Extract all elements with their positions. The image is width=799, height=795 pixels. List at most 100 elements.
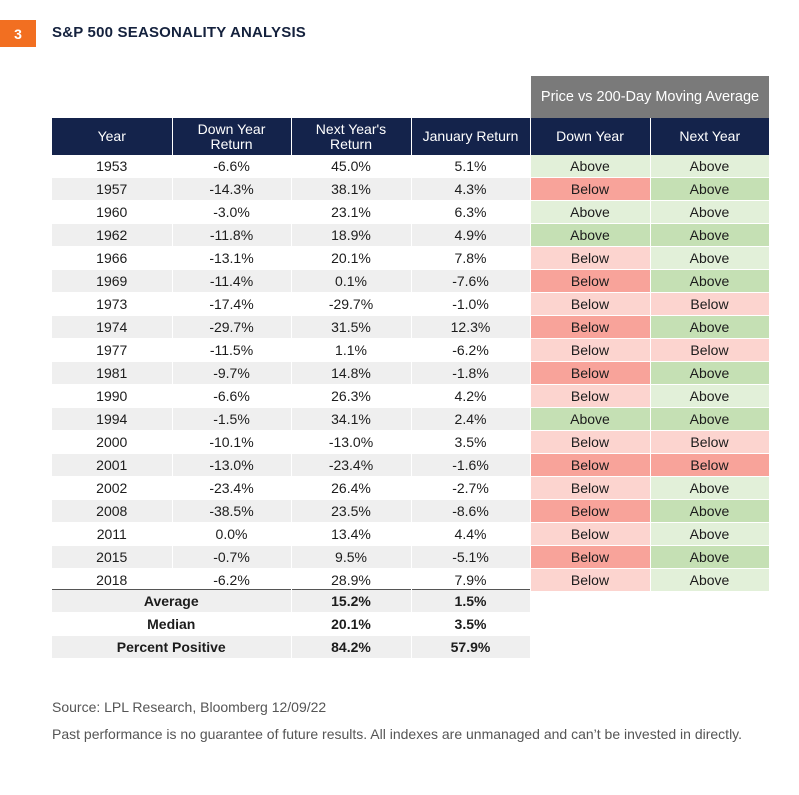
summary-row: Average 15.2% 1.5% (52, 589, 531, 613)
year-cell: 1977 (52, 338, 173, 362)
summary-january-cell: 3.5% (411, 612, 531, 636)
summary-label-cell: Percent Positive (52, 635, 292, 659)
january-return-cell: 4.2% (411, 384, 531, 408)
year-cell: 1966 (52, 246, 173, 270)
figure-number-badge: 3 (0, 20, 36, 47)
ma-next-year-cell: Above (650, 200, 770, 224)
ma-down-year-cell: Below (530, 269, 651, 293)
ma-down-year-cell: Below (530, 292, 651, 316)
next-year-return-cell: 14.8% (291, 361, 412, 385)
january-return-cell: 12.3% (411, 315, 531, 339)
ma-next-year-cell: Above (650, 155, 770, 178)
ma-down-year-cell: Below (530, 545, 651, 569)
moving-average-group-header: Price vs 200-Day Moving Average (531, 76, 769, 118)
next-year-return-cell: -23.4% (291, 453, 412, 477)
january-return-cell: -1.0% (411, 292, 531, 316)
year-cell: 2008 (52, 499, 173, 523)
next-year-return-cell: 31.5% (291, 315, 412, 339)
january-return-cell: -2.7% (411, 476, 531, 500)
down-year-return-cell: -3.0% (172, 200, 292, 224)
january-return-cell: 2.4% (411, 407, 531, 431)
next-year-return-cell: 26.3% (291, 384, 412, 408)
ma-next-year-cell: Above (650, 269, 770, 293)
year-cell: 2002 (52, 476, 173, 500)
summary-row: Median 20.1% 3.5% (52, 612, 531, 636)
january-return-cell: -1.6% (411, 453, 531, 477)
table-row: 1962 -11.8% 18.9% 4.9% Above Above (52, 223, 770, 247)
january-return-cell: 7.8% (411, 246, 531, 270)
january-return-cell: 4.9% (411, 223, 531, 247)
january-return-cell: -1.8% (411, 361, 531, 385)
next-year-return-cell: 20.1% (291, 246, 412, 270)
ma-down-year-cell: Below (530, 177, 651, 201)
ma-next-year-cell: Below (650, 292, 770, 316)
ma-down-year-cell: Below (530, 499, 651, 523)
year-cell: 1981 (52, 361, 173, 385)
summary-label-cell: Average (52, 589, 292, 613)
year-cell: 1990 (52, 384, 173, 408)
next-year-return-cell: 1.1% (291, 338, 412, 362)
summary-next-year-cell: 15.2% (291, 589, 412, 613)
table-row: 2011 0.0% 13.4% 4.4% Below Above (52, 522, 770, 546)
january-return-cell: 6.3% (411, 200, 531, 224)
ma-next-year-cell: Above (650, 568, 770, 592)
summary-body: Average 15.2% 1.5% Median 20.1% 3.5% Percent P… (52, 589, 531, 659)
next-year-return-cell: 34.1% (291, 407, 412, 431)
ma-next-year-cell: Above (650, 384, 770, 408)
table-row: 1973 -17.4% -29.7% -1.0% Below Below (52, 292, 770, 316)
year-cell: 1957 (52, 177, 173, 201)
table-row: 2015 -0.7% 9.5% -5.1% Below Above (52, 545, 770, 569)
table-row: 2000 -10.1% -13.0% 3.5% Below Below (52, 430, 770, 454)
ma-next-year-cell: Above (650, 545, 770, 569)
year-cell: 1994 (52, 407, 173, 431)
january-return-cell: -5.1% (411, 545, 531, 569)
next-year-return-cell: 9.5% (291, 545, 412, 569)
summary-row: Percent Positive 84.2% 57.9% (52, 635, 531, 659)
down-year-return-cell: -1.5% (172, 407, 292, 431)
table-row: 1953 -6.6% 45.0% 5.1% Above Above (52, 155, 770, 178)
column-header-ma-next-year: Next Year (650, 118, 769, 155)
summary-next-year-cell: 84.2% (291, 635, 412, 659)
table-header-row: Year Down Year Return Next Year's Return J… (52, 118, 769, 155)
down-year-return-cell: -6.6% (172, 155, 292, 178)
down-year-return-cell: -10.1% (172, 430, 292, 454)
ma-next-year-cell: Above (650, 177, 770, 201)
year-cell: 2018 (52, 568, 173, 592)
summary-label-cell: Median (52, 612, 292, 636)
january-return-cell: 4.4% (411, 522, 531, 546)
ma-down-year-cell: Below (530, 338, 651, 362)
summary-january-cell: 1.5% (411, 589, 531, 613)
ma-next-year-cell: Above (650, 223, 770, 247)
ma-down-year-cell: Below (530, 453, 651, 477)
ma-next-year-cell: Above (650, 315, 770, 339)
table-row: 1994 -1.5% 34.1% 2.4% Above Above (52, 407, 770, 431)
down-year-return-cell: 0.0% (172, 522, 292, 546)
ma-next-year-cell: Below (650, 430, 770, 454)
down-year-return-cell: -6.2% (172, 568, 292, 592)
table-row: 1977 -11.5% 1.1% -6.2% Below Below (52, 338, 770, 362)
down-year-return-cell: -6.6% (172, 384, 292, 408)
year-cell: 1960 (52, 200, 173, 224)
figure-title: S&P 500 SEASONALITY ANALYSIS (52, 24, 307, 41)
table-row: 1981 -9.7% 14.8% -1.8% Below Above (52, 361, 770, 385)
next-year-return-cell: 23.5% (291, 499, 412, 523)
january-return-cell: 3.5% (411, 430, 531, 454)
ma-next-year-cell: Below (650, 453, 770, 477)
column-header-january-return: January Return (411, 118, 531, 155)
ma-down-year-cell: Below (530, 522, 651, 546)
column-header-year: Year (52, 118, 173, 155)
ma-down-year-cell: Below (530, 384, 651, 408)
year-cell: 2015 (52, 545, 173, 569)
seasonality-table: Year Down Year Return Next Year's Return J… (52, 118, 770, 592)
next-year-return-cell: 23.1% (291, 200, 412, 224)
summary-next-year-cell: 20.1% (291, 612, 412, 636)
january-return-cell: 4.3% (411, 177, 531, 201)
down-year-return-cell: -11.5% (172, 338, 292, 362)
source-note: Source: LPL Research, Bloomberg 12/09/22 (52, 699, 327, 715)
january-return-cell: 5.1% (411, 155, 531, 178)
january-return-cell: 7.9% (411, 568, 531, 592)
year-cell: 2001 (52, 453, 173, 477)
down-year-return-cell: -14.3% (172, 177, 292, 201)
ma-next-year-cell: Below (650, 338, 770, 362)
next-year-return-cell: 0.1% (291, 269, 412, 293)
